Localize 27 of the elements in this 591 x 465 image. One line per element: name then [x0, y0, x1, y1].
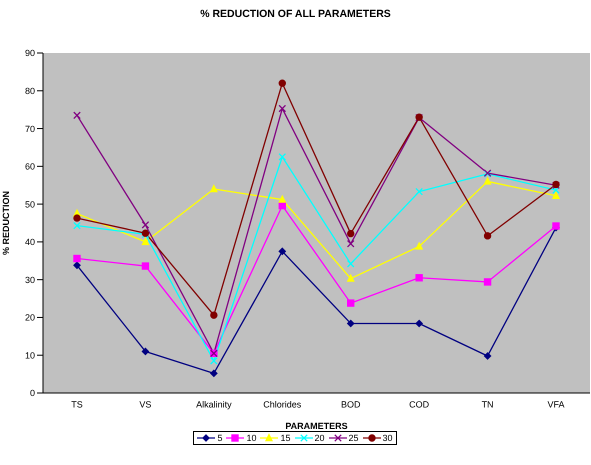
x-tick-label: VS [139, 399, 152, 410]
y-tick-label: 50 [24, 199, 35, 210]
y-tick-label: 70 [24, 124, 35, 134]
y-axis-title: % REDUCTION [1, 190, 12, 256]
y-tick-label: 40 [24, 237, 35, 248]
x-tick-label: BOD [340, 399, 361, 410]
x-tick-label: TS [71, 399, 83, 410]
y-tick-label: 0 [30, 388, 35, 398]
x-tick-label: Alkalinity [196, 399, 232, 410]
legend-label: 30 [382, 433, 393, 443]
y-tick-label: 80 [24, 86, 35, 96]
legend-label: 20 [314, 433, 325, 443]
y-tick-label: 60 [24, 162, 35, 172]
chart-title: % REDUCTION OF ALL PARAMETERS [199, 8, 392, 20]
legend-label: 10 [246, 433, 256, 443]
y-tick-label: 30 [24, 274, 35, 285]
legend-label: 5 [217, 433, 222, 443]
x-tick-label: VFA [547, 399, 565, 410]
y-tick-label: 20 [24, 312, 35, 323]
x-tick-label: Chlorides [263, 399, 302, 410]
y-tick-label: 10 [24, 350, 35, 360]
x-axis-title: PARAMETERS [285, 421, 348, 431]
x-tick-label: TN [482, 399, 494, 410]
legend-label: 25 [348, 433, 359, 443]
y-tick-label: 90 [24, 48, 35, 58]
legend-label: 15 [280, 433, 290, 443]
x-tick-label: COD [409, 399, 430, 410]
